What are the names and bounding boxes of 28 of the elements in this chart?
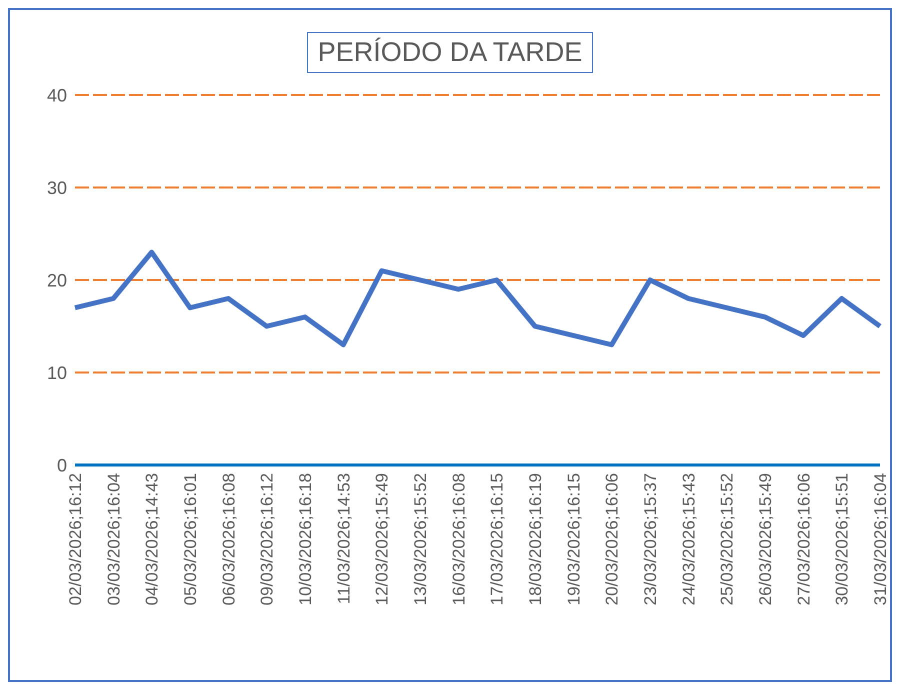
x-tick-label: 02/03/2026;16:12	[66, 473, 86, 606]
y-tick-label: 10	[46, 362, 67, 383]
x-tick-label: 06/03/2026;16:08	[219, 473, 238, 606]
x-tick-label: 31/03/2026;16:04	[871, 473, 890, 606]
chart-title: PERÍODO DA TARDE	[306, 32, 594, 73]
x-tick-label: 30/03/2026;15:51	[832, 473, 852, 606]
x-tick-label: 12/03/2026;15:49	[372, 473, 392, 606]
x-tick-label: 23/03/2026;15:37	[641, 473, 660, 606]
x-tick-label: 11/03/2026;14:53	[334, 473, 354, 604]
x-tick-label: 05/03/2026;16:01	[181, 473, 200, 606]
x-tick-label: 19/03/2026;16:15	[564, 473, 584, 606]
x-tick-label: 24/03/2026;15:43	[679, 473, 698, 606]
y-tick-label: 30	[46, 178, 67, 198]
y-tick-label: 40	[46, 85, 67, 106]
x-tick-label: 27/03/2026;16:06	[794, 473, 814, 606]
x-tick-label: 10/03/2026;16:18	[296, 473, 316, 606]
y-tick-label: 20	[46, 270, 67, 290]
x-tick-label: 13/03/2026;15:52	[411, 473, 430, 606]
x-tick-label: 09/03/2026;16:12	[258, 473, 277, 606]
x-tick-label: 25/03/2026;15:52	[718, 473, 737, 606]
x-tick-label: 04/03/2026;14:43	[142, 473, 162, 606]
x-tick-label: 16/03/2026;16:08	[449, 473, 468, 606]
x-tick-label: 03/03/2026;16:04	[104, 473, 124, 606]
x-tick-label: 18/03/2026;16:19	[526, 473, 546, 606]
x-tick-label: 20/03/2026;16:06	[602, 473, 622, 606]
x-tick-label: 17/03/2026;16:15	[488, 473, 507, 606]
y-tick-label: 0	[56, 455, 67, 476]
x-tick-label: 26/03/2026;15:49	[756, 473, 776, 606]
